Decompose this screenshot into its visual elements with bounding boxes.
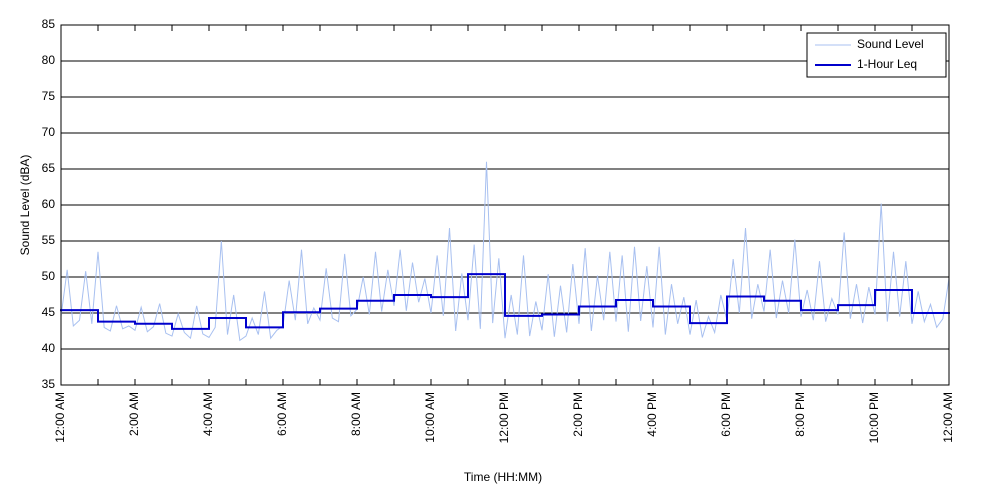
x-tick-label: 8:00 AM xyxy=(349,392,363,436)
y-axis-label: Sound Level (dBA) xyxy=(18,155,32,256)
y-tick-label: 50 xyxy=(42,269,56,283)
x-tick-label: 12:00 AM xyxy=(53,392,67,443)
y-tick-label: 85 xyxy=(42,17,56,31)
y-tick-label: 75 xyxy=(42,89,56,103)
y-tick-label: 70 xyxy=(42,125,56,139)
x-tick-label: 2:00 PM xyxy=(571,392,585,437)
y-tick-label: 65 xyxy=(42,161,56,175)
y-tick-label: 35 xyxy=(42,377,56,391)
x-tick-label: 10:00 PM xyxy=(867,392,881,443)
legend-label: 1-Hour Leq xyxy=(857,57,917,71)
legend-box xyxy=(806,32,947,78)
x-axis-label: Time (HH:MM) xyxy=(464,470,542,484)
x-tick-label: 12:00 AM xyxy=(941,392,955,443)
x-tick-label: 4:00 AM xyxy=(201,392,215,436)
x-tick-label: 6:00 PM xyxy=(719,392,733,437)
y-tick-label: 80 xyxy=(42,53,56,67)
x-tick-label: 8:00 PM xyxy=(793,392,807,437)
x-tick-label: 4:00 PM xyxy=(645,392,659,437)
y-tick-label: 45 xyxy=(42,305,56,319)
x-tick-label: 10:00 AM xyxy=(423,392,437,443)
x-tick-label: 12:00 PM xyxy=(497,392,511,443)
line xyxy=(60,161,950,342)
x-tick-label: 6:00 AM xyxy=(275,392,289,436)
legend-label: Sound Level xyxy=(857,37,924,51)
y-tick-label: 60 xyxy=(42,197,56,211)
x-tick-label: 2:00 AM xyxy=(127,392,141,436)
plot-frame xyxy=(60,24,950,386)
y-tick-label: 55 xyxy=(42,233,56,247)
y-tick-label: 40 xyxy=(42,341,56,355)
